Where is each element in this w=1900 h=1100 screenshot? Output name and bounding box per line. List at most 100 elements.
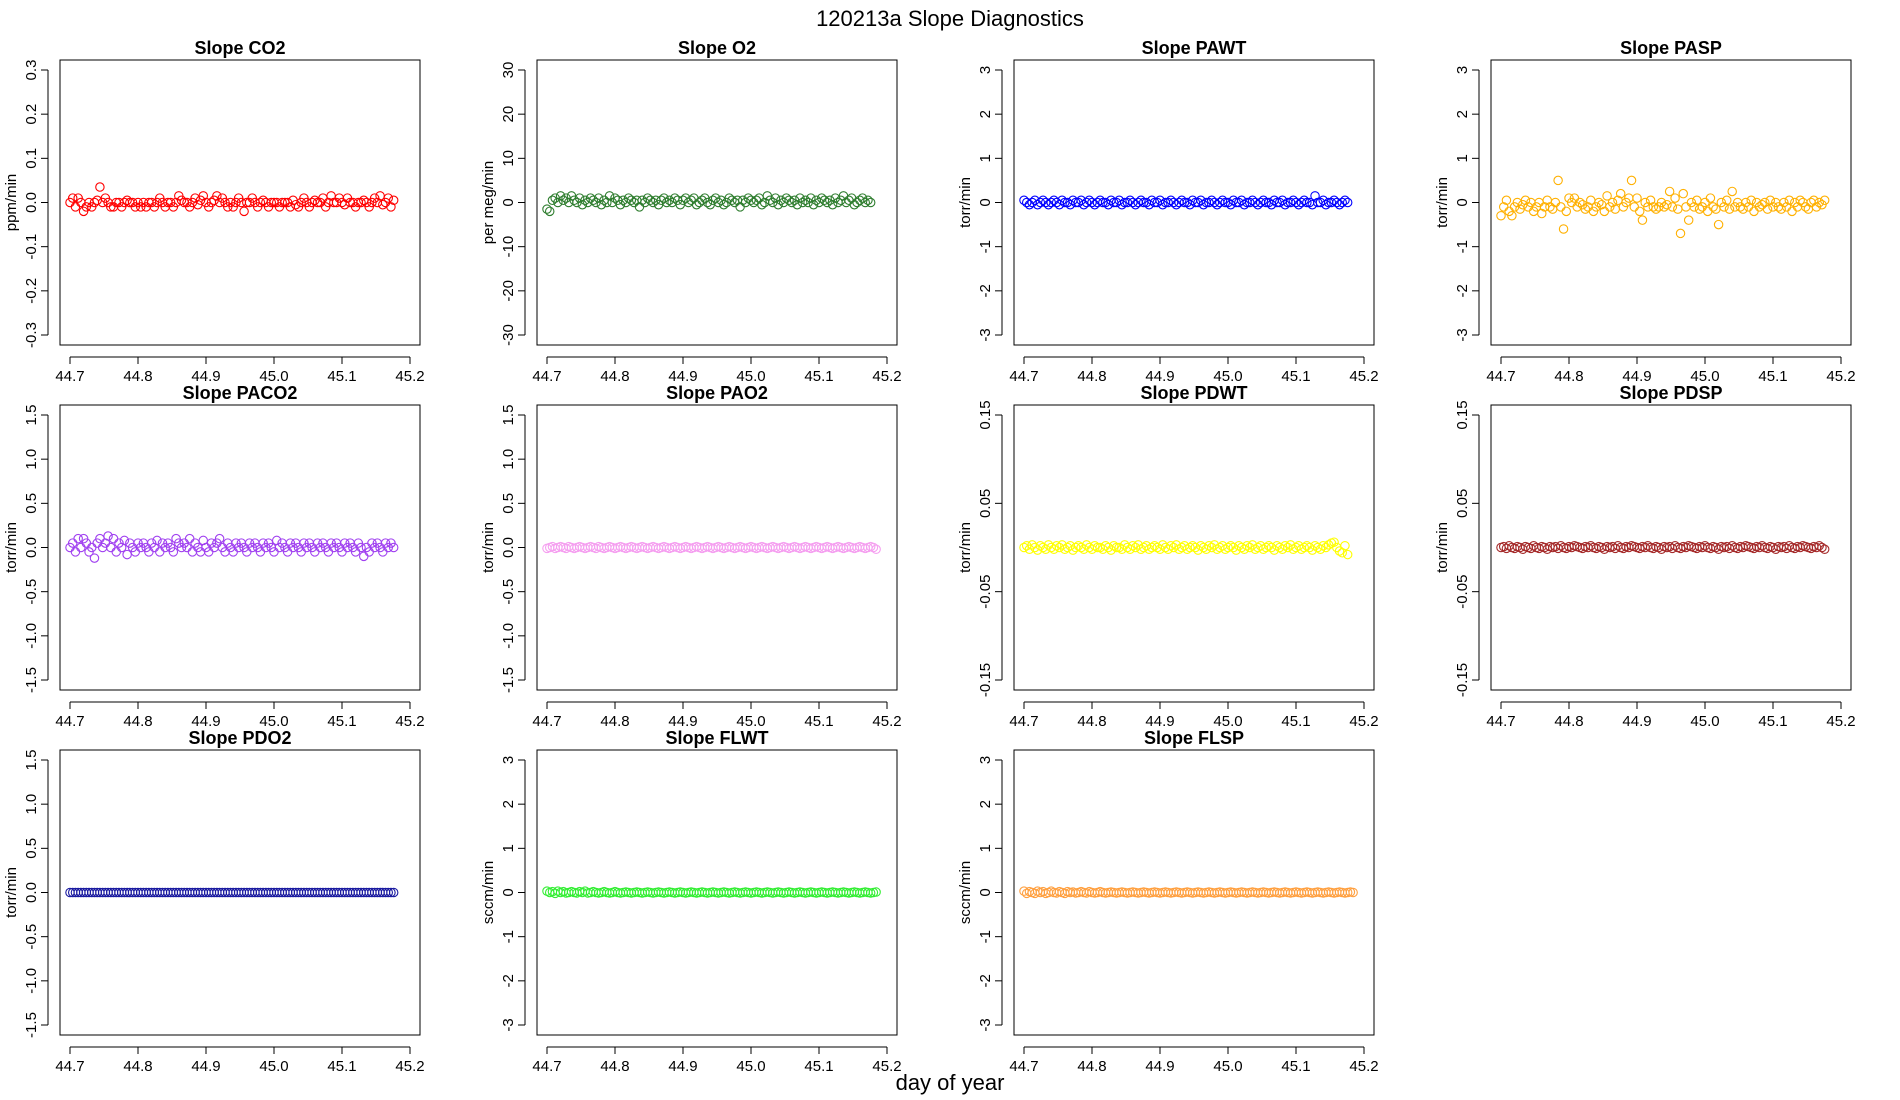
data-point bbox=[1670, 193, 1680, 203]
x-tick-label: 45.0 bbox=[259, 368, 288, 385]
data-point bbox=[1051, 197, 1062, 208]
data-point bbox=[383, 193, 393, 203]
data-point bbox=[1084, 195, 1095, 206]
y-tick-label: 0 bbox=[500, 888, 517, 896]
panel-title: Slope PASP bbox=[1620, 38, 1722, 58]
data-point bbox=[1776, 204, 1786, 214]
x-tick-label: 45.2 bbox=[1349, 368, 1378, 385]
data-point bbox=[1645, 195, 1656, 206]
data-point bbox=[648, 197, 658, 208]
y-axis: -3 -2 -1 0 1 2 3 bbox=[977, 756, 1003, 1032]
data-point bbox=[1299, 542, 1309, 553]
data-point bbox=[1212, 199, 1222, 210]
x-tick-label: 45.0 bbox=[736, 1058, 765, 1075]
x-tick-label: 45.0 bbox=[259, 713, 288, 730]
y-tick-label: 0.2 bbox=[23, 104, 40, 125]
data-point bbox=[103, 531, 113, 541]
x-axis: 44.7 44.8 44.9 45.0 45.1 45.2 bbox=[532, 356, 902, 385]
data-point bbox=[1130, 199, 1141, 210]
x-tick-label: 44.8 bbox=[123, 713, 152, 730]
panel-title: Slope FLWT bbox=[666, 728, 769, 748]
panel-title: Slope FLSP bbox=[1144, 728, 1244, 748]
y-tick-label: -0.15 bbox=[1454, 663, 1471, 697]
data-point bbox=[1261, 542, 1271, 553]
y-tick-label: -2 bbox=[977, 284, 994, 297]
y-tick-label: -0.2 bbox=[23, 278, 40, 304]
x-tick-label: 45.2 bbox=[395, 368, 424, 385]
x-tick-label: 44.9 bbox=[1145, 368, 1174, 385]
data-point bbox=[1136, 195, 1146, 206]
y-tick-label: 0.3 bbox=[23, 60, 40, 81]
data-point bbox=[1558, 224, 1569, 234]
data-point bbox=[1128, 540, 1138, 551]
data-point bbox=[751, 195, 762, 206]
data-point bbox=[855, 195, 865, 206]
plot-frame bbox=[536, 749, 898, 1036]
x-tick-label: 45.2 bbox=[1349, 1058, 1378, 1075]
data-point bbox=[1089, 540, 1100, 551]
x-tick-label: 44.8 bbox=[1077, 368, 1106, 385]
data-point bbox=[1049, 195, 1059, 206]
data-point bbox=[697, 195, 707, 206]
data-point bbox=[1806, 543, 1816, 554]
data-point bbox=[1057, 195, 1067, 206]
data-point bbox=[1217, 195, 1228, 206]
x-tick-label: 44.8 bbox=[600, 713, 629, 730]
y-tick-label: -1.5 bbox=[23, 1012, 40, 1038]
y-tick-label: -0.05 bbox=[1454, 575, 1471, 609]
data-point bbox=[152, 535, 162, 546]
data-point bbox=[67, 193, 78, 203]
data-point bbox=[1553, 175, 1563, 186]
y-tick-label: 0.5 bbox=[500, 493, 517, 514]
y-axis: -30 -20 -10 0 10 20 30 bbox=[500, 62, 526, 346]
data-point bbox=[73, 533, 83, 544]
y-tick-label: 3 bbox=[1454, 66, 1471, 74]
data-point bbox=[1746, 195, 1756, 206]
figure-x-axis-label: day of year bbox=[896, 1070, 1005, 1095]
data-point bbox=[1027, 197, 1037, 208]
y-tick-label: -0.15 bbox=[977, 663, 994, 697]
y-axis-label: torr/min bbox=[3, 522, 20, 573]
panel-pasp: Slope PASP 44.7 44.8 44.9 45.0 45.1 45.2 -3 -2 -1… bbox=[1434, 38, 1856, 385]
x-tick-label: 45.2 bbox=[1826, 368, 1855, 385]
data-point bbox=[239, 206, 249, 217]
data-point bbox=[784, 195, 794, 206]
data-point bbox=[1790, 543, 1800, 554]
data-point bbox=[702, 197, 713, 208]
data-point bbox=[542, 204, 552, 214]
data-point bbox=[198, 191, 209, 201]
x-tick-label: 45.0 bbox=[1213, 1058, 1242, 1075]
x-tick-label: 44.9 bbox=[668, 368, 697, 385]
y-tick-label: -2 bbox=[977, 974, 994, 987]
data-point bbox=[1253, 199, 1263, 210]
series-points bbox=[1019, 537, 1353, 560]
data-point bbox=[383, 887, 393, 898]
data-point bbox=[388, 195, 399, 206]
data-point bbox=[1561, 543, 1572, 554]
y-tick-label: 2 bbox=[500, 800, 517, 808]
data-point bbox=[1293, 199, 1304, 210]
panel-title: Slope PDWT bbox=[1141, 383, 1248, 403]
data-point bbox=[106, 542, 116, 553]
y-axis: -1.5 -1.0 -0.5 0.0 0.5 1.0 1.5 bbox=[23, 405, 49, 693]
data-point bbox=[76, 542, 86, 553]
data-point bbox=[1501, 195, 1512, 206]
data-point bbox=[1337, 197, 1347, 208]
data-point bbox=[1713, 219, 1724, 230]
data-point bbox=[1637, 215, 1648, 225]
data-point bbox=[108, 533, 119, 544]
x-tick-label: 44.9 bbox=[1145, 713, 1174, 730]
x-axis: 44.7 44.8 44.9 45.0 45.1 45.2 bbox=[532, 1046, 902, 1075]
data-point bbox=[1038, 195, 1048, 206]
data-point bbox=[1318, 540, 1328, 551]
y-axis: -0.3 -0.2 -0.1 0.0 0.1 0.2 0.3 bbox=[23, 60, 49, 348]
x-tick-label: 45.0 bbox=[1690, 368, 1719, 385]
data-point bbox=[1329, 537, 1339, 547]
x-axis: 44.7 44.8 44.9 45.0 45.1 45.2 bbox=[532, 701, 902, 730]
y-tick-label: 0.0 bbox=[23, 192, 40, 213]
y-axis-label: sccm/min bbox=[480, 861, 497, 924]
y-tick-label: 1.5 bbox=[23, 405, 40, 426]
y-axis-label: ppm/min bbox=[3, 174, 20, 232]
data-point bbox=[661, 197, 672, 208]
